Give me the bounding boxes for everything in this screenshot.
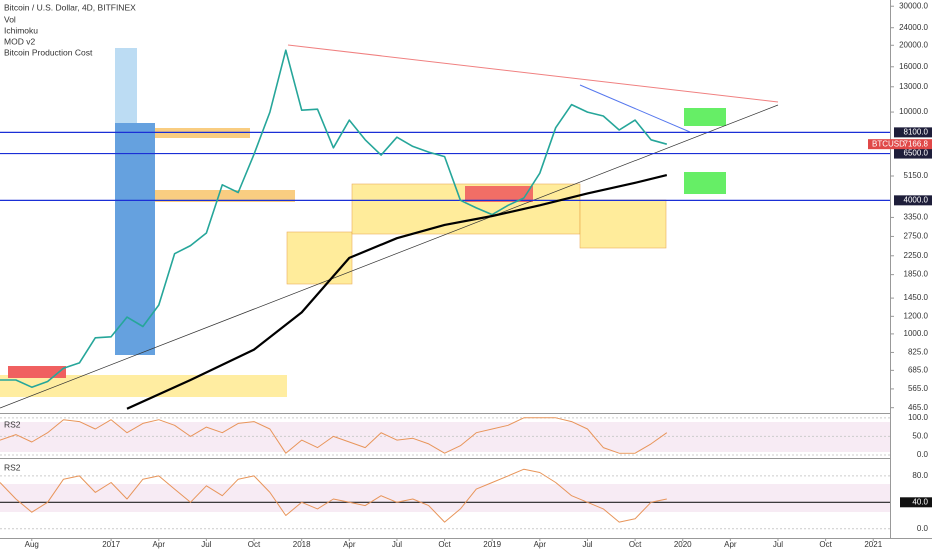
- x-tick-label: Jul: [773, 540, 783, 549]
- level-label-bg: [894, 195, 932, 206]
- x-tick-label: 2017: [102, 540, 120, 549]
- x-tick-label: Aug: [25, 540, 39, 549]
- cost-line: [126, 174, 668, 410]
- x-tick-label: Apr: [343, 540, 356, 549]
- oscillator-line: [0, 417, 668, 454]
- zone: [579, 199, 667, 249]
- y-tick-label: 0.0: [917, 524, 929, 533]
- x-tick-label: Jul: [582, 540, 592, 549]
- x-tick-label: Oct: [629, 540, 642, 549]
- y-tick-label: 20000.0: [899, 40, 928, 49]
- y-tick-label: 1000.0: [904, 329, 929, 338]
- x-tick-label: Apr: [724, 540, 737, 549]
- legend-item: Bitcoin Production Cost: [4, 47, 93, 57]
- zone: [0, 375, 287, 397]
- price-line: [0, 49, 668, 388]
- level-label: 6500.0: [904, 149, 929, 158]
- zone: [286, 231, 353, 285]
- y-tick-label: 2750.0: [904, 232, 929, 241]
- y-tick-label: 13000.0: [899, 82, 928, 91]
- zone-red: [8, 366, 66, 378]
- volume-profile-peak: [155, 190, 295, 202]
- price-label-bg: [868, 139, 932, 150]
- x-tick-label: 2020: [674, 540, 692, 549]
- x-tick-label: 2018: [293, 540, 311, 549]
- trend-line: [579, 84, 691, 133]
- panel-title: RS2: [4, 462, 21, 472]
- legend-item: Vol: [4, 14, 16, 24]
- y-tick-label: 100.0: [908, 413, 929, 422]
- target-box: [684, 172, 726, 194]
- y-tick-label: 3350.0: [904, 213, 929, 222]
- y-tick-label: 80.0: [912, 471, 928, 480]
- level-label-bg: [894, 127, 932, 138]
- y-tick-label: 16000.0: [899, 62, 928, 71]
- y-tick-label: 50.0: [912, 432, 928, 441]
- price-symbol: BTCUSD: [872, 139, 905, 148]
- x-tick-label: Oct: [819, 540, 832, 549]
- band: [0, 422, 890, 452]
- level-label: 4000.0: [904, 195, 929, 204]
- volume-profile-light: [115, 48, 137, 123]
- trend-line: [0, 104, 779, 409]
- oscillator-line: [0, 468, 667, 523]
- y-tick-label: 5150.0: [904, 171, 929, 180]
- x-tick-label: 2021: [864, 540, 882, 549]
- x-tick-label: Jul: [392, 540, 402, 549]
- y-tick-label: 465.0: [908, 403, 929, 412]
- band: [0, 484, 890, 512]
- y-tick-label: 565.0: [908, 384, 929, 393]
- level-label: 40.0: [912, 497, 928, 506]
- x-tick-label: Oct: [438, 540, 451, 549]
- y-tick-label: 1450.0: [904, 293, 929, 302]
- x-tick-label: Oct: [248, 540, 261, 549]
- y-tick-label: 10000.0: [899, 107, 928, 116]
- level-label-bg: [900, 497, 932, 508]
- price-value: 7166.8: [904, 139, 929, 148]
- x-tick-label: 2019: [483, 540, 501, 549]
- y-tick-label: 685.0: [908, 365, 929, 374]
- y-tick-label: 30000.0: [899, 1, 928, 10]
- volume-profile-peak: [155, 128, 250, 138]
- x-tick-label: Apr: [534, 540, 547, 549]
- zone-red: [465, 186, 533, 202]
- trend-line: [287, 44, 779, 103]
- y-tick-label: 24000.0: [899, 23, 928, 32]
- level-label: 8100.0: [904, 127, 929, 136]
- y-tick-label: 1850.0: [904, 270, 929, 279]
- y-tick-label: 0.0: [917, 450, 929, 459]
- y-tick-label: 825.0: [908, 348, 929, 357]
- x-tick-label: Jul: [201, 540, 211, 549]
- y-tick-label: 1200.0: [904, 311, 929, 320]
- level-label-bg: [894, 148, 932, 159]
- volume-profile: [115, 123, 155, 355]
- x-tick-label: Apr: [153, 540, 166, 549]
- panel-title: RS2: [4, 419, 21, 429]
- target-box: [684, 108, 726, 126]
- legend-title: Bitcoin / U.S. Dollar, 4D, BITFINEX: [4, 2, 136, 12]
- y-tick-label: 2250.0: [904, 251, 929, 260]
- legend-item: Ichimoku: [4, 25, 38, 35]
- legend-item: MOD v2: [4, 36, 35, 46]
